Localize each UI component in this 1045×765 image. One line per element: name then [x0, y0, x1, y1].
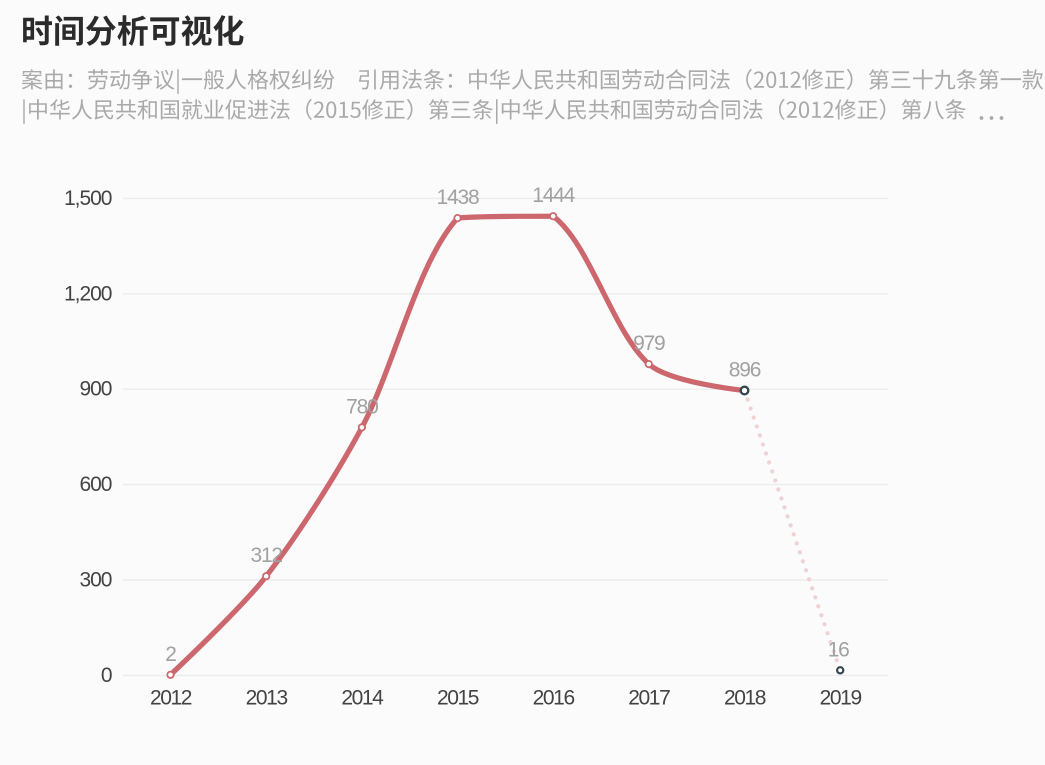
svg-text:1,200: 1,200 [64, 282, 112, 305]
svg-text:16: 16 [828, 638, 849, 661]
svg-text:2018: 2018 [724, 687, 766, 710]
svg-text:2014: 2014 [341, 687, 384, 710]
svg-text:2017: 2017 [628, 687, 670, 710]
svg-text:1438: 1438 [437, 186, 479, 209]
svg-text:979: 979 [633, 332, 665, 355]
svg-text:2012: 2012 [150, 687, 192, 710]
svg-text:1,500: 1,500 [64, 187, 112, 210]
svg-text:312: 312 [250, 544, 282, 567]
svg-text:2016: 2016 [533, 687, 575, 710]
svg-text:2015: 2015 [437, 687, 479, 710]
svg-text:900: 900 [79, 378, 111, 401]
svg-text:2: 2 [165, 643, 176, 666]
svg-text:2013: 2013 [246, 687, 288, 710]
svg-text:300: 300 [79, 569, 111, 592]
svg-text:2019: 2019 [820, 687, 862, 710]
svg-text:1444: 1444 [532, 184, 575, 207]
svg-text:780: 780 [346, 395, 378, 418]
svg-text:896: 896 [729, 359, 761, 382]
svg-text:0: 0 [101, 664, 112, 687]
svg-text:600: 600 [79, 473, 111, 496]
